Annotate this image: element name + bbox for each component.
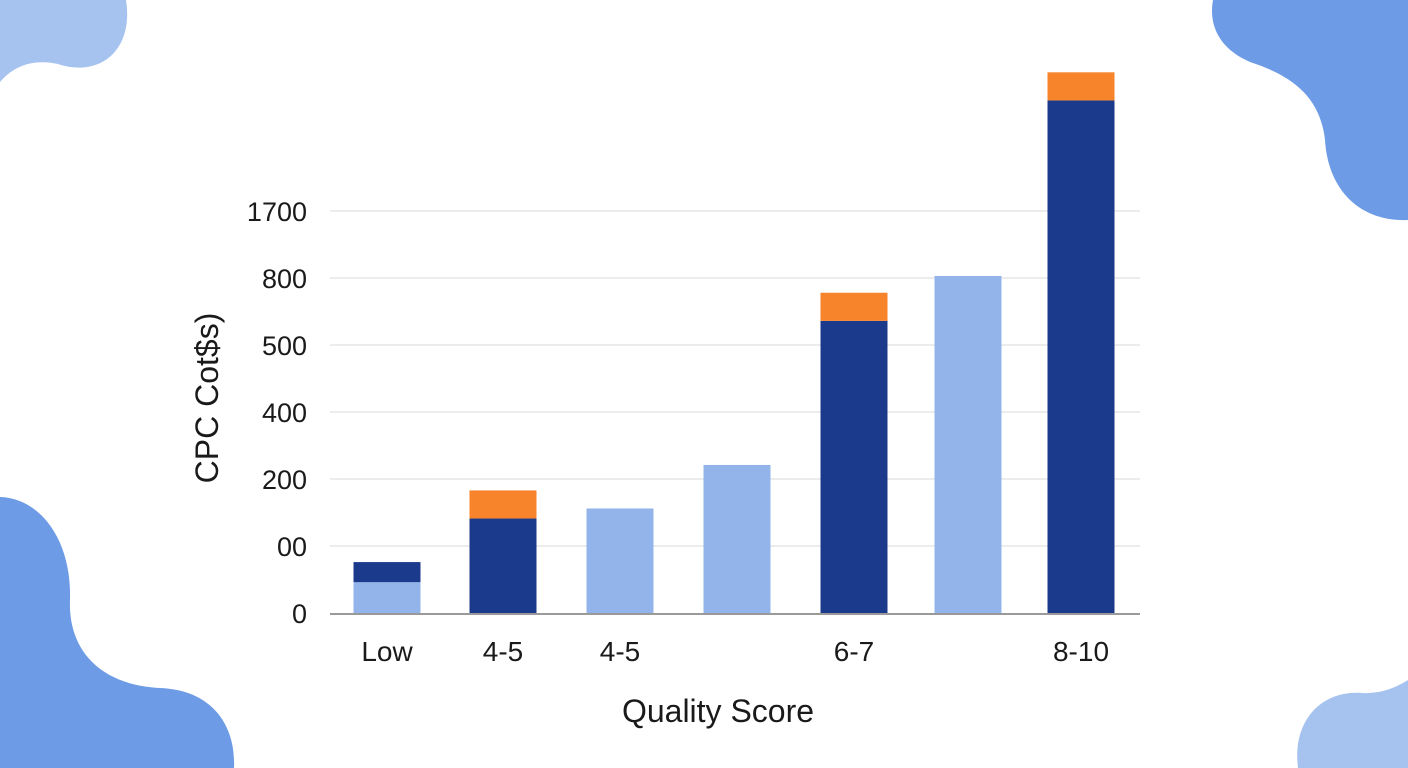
x-tick-label: Low (361, 636, 413, 667)
y-tick-label: 800 (262, 264, 307, 294)
bar-7 (1047, 72, 1115, 613)
bar-2 (469, 490, 537, 613)
bar-segment-accent (469, 490, 537, 519)
bar-segment-light (586, 508, 654, 613)
blob-top-right (1212, 0, 1408, 221)
bars (353, 72, 1115, 613)
blob-top-left (0, 0, 128, 82)
y-tick-label: 500 (262, 331, 307, 361)
bar-segment-accent (820, 292, 888, 321)
bar-4 (703, 464, 771, 613)
bar-segment-light (934, 275, 1002, 613)
x-tick-label: 6-7 (834, 636, 874, 667)
bar-segment-accent (1047, 72, 1115, 101)
bar-6 (934, 275, 1002, 613)
bar-segment-dark (353, 562, 421, 583)
bar-1 (353, 562, 421, 613)
bar-segment-light (353, 582, 421, 613)
blob-bottom-left (0, 497, 235, 768)
bar-3 (586, 508, 654, 613)
blob-bottom-right (1297, 680, 1408, 768)
bar-segment-dark (820, 320, 888, 613)
y-tick-label: 200 (262, 465, 307, 495)
y-tick-label: 400 (262, 398, 307, 428)
bar-segment-dark (1047, 100, 1115, 613)
y-tick-label: 1700 (247, 197, 307, 227)
gridlines (330, 210, 1140, 547)
bar-segment-light (703, 464, 771, 613)
bar-segment-dark (469, 518, 537, 613)
x-tick-label: 4-5 (483, 636, 523, 667)
x-tick-label: 4-5 (600, 636, 640, 667)
x-axis-title: Quality Score (622, 693, 814, 729)
y-axis-title: CPC Cot$s) (189, 313, 225, 484)
y-tick-label: 00 (277, 532, 307, 562)
bar-5 (820, 292, 888, 613)
x-tick-label: 8-10 (1053, 636, 1109, 667)
y-tick-label: 0 (292, 599, 307, 629)
x-category-labels: Low 4-5 4-5 6-7 8-10 (361, 636, 1109, 667)
